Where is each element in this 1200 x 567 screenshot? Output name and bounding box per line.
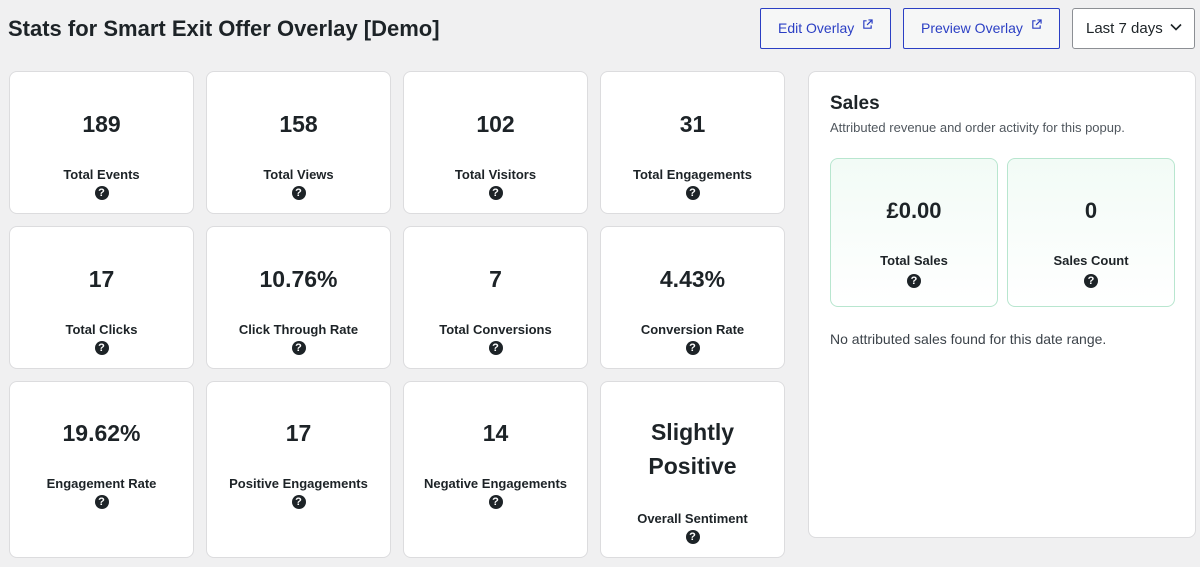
help-icon[interactable]: ? [685,341,700,355]
stat-value: 158 [279,111,318,137]
help-icon[interactable]: ? [488,186,503,200]
stat-card-total-events: 189 Total Events ? [9,71,194,214]
sales-label: Total Sales [880,253,948,268]
stat-value: 10.76% [259,266,338,292]
stat-value: 19.62% [62,420,141,446]
sales-card-sales-count: 0 Sales Count ? [1007,158,1175,307]
stat-card-engagement-rate: 19.62% Engagement Rate ? [9,381,194,558]
stat-label: Negative Engagements [423,476,568,491]
stat-card-positive-engagements: 17 Positive Engagements ? [206,381,391,558]
stat-label: Total Views [263,167,334,182]
stat-card-conversion-rate: 4.43% Conversion Rate ? [600,226,785,369]
sentiment-line-1: Slightly [650,419,735,445]
stat-value: 189 [82,111,121,137]
help-icon[interactable]: ? [291,341,306,355]
page-title: Stats for Smart Exit Offer Overlay [Demo… [8,16,440,41]
stat-value: 102 [476,111,515,137]
preview-overlay-label: Preview Overlay [921,20,1023,36]
help-icon[interactable]: ? [94,341,109,355]
sales-panel: Sales Attributed revenue and order activ… [808,71,1196,538]
stat-label: Positive Engagements [229,476,368,491]
help-icon[interactable]: ? [488,341,503,355]
preview-overlay-button[interactable]: Preview Overlay [903,8,1060,49]
stat-value: 17 [285,420,312,446]
stat-card-total-views: 158 Total Views ? [206,71,391,214]
stat-label: Total Conversions [439,322,552,337]
sales-subtitle: Attributed revenue and order activity fo… [830,120,1125,135]
stat-value: Slightly Positive [601,415,784,483]
sales-value: 0 [1084,198,1098,223]
stat-card-total-engagements: 31 Total Engagements ? [600,71,785,214]
external-link-icon [1032,19,1042,29]
help-icon[interactable]: ? [488,495,503,509]
stat-label: Engagement Rate [46,476,157,491]
date-range-value: Last 7 days [1086,20,1163,37]
stat-value: 17 [88,266,115,292]
sales-title: Sales [830,93,880,114]
stat-label: Total Events [63,167,140,182]
stat-label: Total Clicks [65,322,138,337]
stat-label: Total Visitors [454,167,537,182]
sales-label: Sales Count [1053,253,1129,268]
stat-label: Conversion Rate [640,322,745,337]
chevron-down-icon [1170,23,1182,31]
help-icon[interactable]: ? [685,186,700,200]
stat-value: 7 [489,266,502,292]
stat-label: Overall Sentiment [637,511,748,526]
help-icon[interactable]: ? [1084,274,1098,288]
help-icon[interactable]: ? [291,186,306,200]
stat-card-total-visitors: 102 Total Visitors ? [403,71,588,214]
stat-label: Total Engagements [633,167,752,182]
edit-overlay-label: Edit Overlay [778,20,855,36]
stat-value: 4.43% [659,266,726,292]
stat-card-overall-sentiment: Slightly Positive Overall Sentiment ? [600,381,785,558]
help-icon[interactable]: ? [685,530,700,544]
stat-value: 14 [482,420,509,446]
sales-value: £0.00 [886,198,942,223]
help-icon[interactable]: ? [291,495,306,509]
stat-card-total-conversions: 7 Total Conversions ? [403,226,588,369]
date-range-select[interactable]: Last 7 days [1072,8,1195,49]
sentiment-line-2: Positive [648,453,737,479]
stat-card-click-through-rate: 10.76% Click Through Rate ? [206,226,391,369]
sales-card-total-sales: £0.00 Total Sales ? [830,158,998,307]
stat-card-negative-engagements: 14 Negative Engagements ? [403,381,588,558]
sales-empty-message: No attributed sales found for this date … [830,331,1107,347]
stat-value: 31 [679,111,706,137]
help-icon[interactable]: ? [94,186,109,200]
help-icon[interactable]: ? [94,495,109,509]
external-link-icon [863,19,873,29]
stat-card-total-clicks: 17 Total Clicks ? [9,226,194,369]
help-icon[interactable]: ? [907,274,921,288]
stat-label: Click Through Rate [238,322,359,337]
edit-overlay-button[interactable]: Edit Overlay [760,8,891,49]
